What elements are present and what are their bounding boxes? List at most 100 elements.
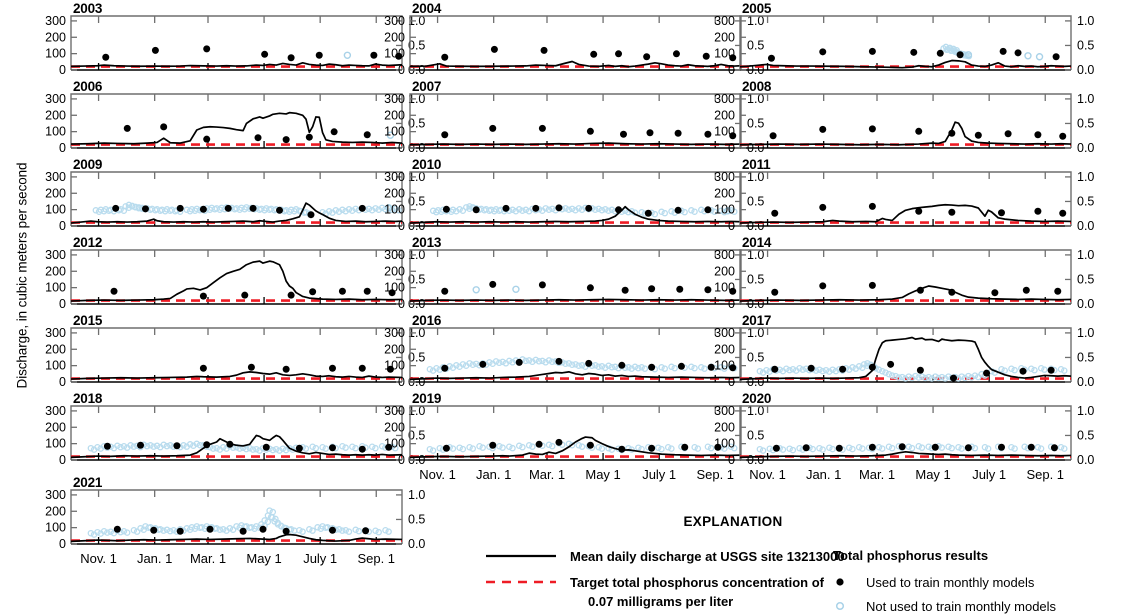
tp-not-used-point — [506, 443, 513, 450]
tp-used-point — [618, 361, 626, 369]
tp-not-used-point — [180, 442, 187, 449]
legend-tp-used-swatch — [836, 578, 844, 586]
tp-used-point — [910, 48, 918, 56]
tp-not-used-point — [1037, 445, 1045, 452]
ytick-right-label: 0.0 — [1077, 141, 1094, 155]
panel-content-2008 — [740, 121, 1071, 146]
tp-not-used-point — [193, 440, 201, 448]
tp-not-used-point — [562, 205, 569, 212]
tp-used-point — [771, 365, 779, 373]
tp-not-used-point — [727, 207, 735, 214]
tp-not-used-point — [1011, 445, 1018, 452]
tp-used-point — [388, 289, 396, 297]
legend-target-label-line1: Target total phosphorus concentration of — [570, 575, 825, 590]
tp-not-used-point — [704, 443, 712, 450]
panel-frame-2019 — [409, 405, 742, 460]
tp-used-point — [1034, 131, 1042, 139]
ytick-left-label: 200 — [384, 420, 405, 434]
panel-content-2010 — [410, 203, 741, 224]
tp-not-used-point — [476, 443, 483, 450]
tp-not-used-point — [453, 362, 460, 369]
ytick-left-label: 100 — [45, 125, 66, 139]
tp-not-used-point — [819, 367, 826, 375]
tp-used-point — [328, 364, 336, 372]
ytick-left-label: 300 — [384, 170, 405, 184]
ytick-left-label: 0 — [59, 375, 66, 389]
tp-used-point — [141, 205, 149, 213]
tp-not-used-point — [299, 528, 306, 535]
tp-not-used-point — [496, 443, 503, 450]
tp-not-used-point — [701, 365, 708, 372]
ytick-left-label: 100 — [45, 47, 66, 61]
x-axis-tick-label: May 1 — [585, 467, 620, 482]
tp-not-used-point — [1001, 367, 1008, 374]
panel-title-2017: 2017 — [742, 313, 771, 328]
panel-content-2017 — [740, 336, 1071, 382]
tp-not-used-point — [608, 363, 616, 371]
tp-used-point — [305, 133, 313, 141]
panel-frame-2004 — [409, 15, 742, 70]
y-axis-left-label: Discharge, in cubic meters per second — [14, 162, 30, 389]
ytick-left-label: 200 — [714, 30, 735, 44]
tp-used-point — [729, 287, 737, 295]
tp-not-used-point — [147, 442, 154, 449]
tp-not-used-point — [611, 363, 619, 371]
tp-not-used-point — [515, 442, 523, 450]
tp-used-point — [199, 292, 207, 300]
tp-not-used-point — [135, 204, 143, 211]
tp-used-point — [704, 286, 712, 294]
tp-used-point — [621, 286, 629, 294]
tp-not-used-point — [605, 362, 612, 370]
ytick-left-label: 200 — [714, 420, 735, 434]
ytick-left-label: 300 — [714, 92, 735, 106]
tp-not-used-point — [522, 357, 529, 365]
discharge-line — [410, 60, 741, 68]
ytick-right-label: 0.5 — [747, 194, 764, 208]
tp-used-point — [358, 204, 366, 212]
tp-used-point — [868, 202, 876, 210]
tp-used-point — [1047, 366, 1055, 374]
ytick-left-label: 0 — [59, 537, 66, 551]
tp-not-used-point — [707, 444, 715, 452]
ytick-left-label: 300 — [45, 248, 66, 262]
discharge-line — [71, 61, 402, 68]
ytick-left-label: 300 — [714, 248, 735, 262]
tp-not-used-point — [349, 443, 356, 450]
tp-not-used-point — [261, 517, 268, 524]
tp-not-used-point — [918, 444, 926, 451]
tp-used-point — [1004, 130, 1012, 138]
panel-frame-2012 — [70, 249, 403, 304]
tp-used-point — [729, 364, 737, 372]
ytick-right-label: 1.0 — [1077, 404, 1094, 418]
tp-not-used-point — [94, 528, 101, 536]
tp-used-point — [442, 205, 450, 213]
discharge-line — [410, 436, 741, 459]
tp-not-used-point — [568, 205, 576, 213]
tp-used-point — [586, 441, 594, 449]
tp-not-used-point — [269, 446, 277, 454]
tp-used-point — [677, 362, 685, 370]
tp-not-used-point — [150, 443, 157, 450]
tp-not-used-point — [120, 527, 128, 535]
ytick-left-label: 300 — [384, 326, 405, 340]
tp-used-point — [226, 440, 234, 448]
tp-not-used-point — [385, 528, 392, 535]
tp-not-used-point — [312, 444, 320, 452]
tp-not-used-point — [568, 441, 576, 449]
tp-not-used-point — [426, 445, 434, 453]
tp-used-point — [489, 124, 497, 132]
tp-not-used-point — [875, 366, 883, 373]
tp-used-point — [1059, 132, 1067, 140]
tp-used-point — [441, 287, 449, 295]
tp-used-point — [490, 45, 498, 53]
tp-not-used-point — [352, 444, 359, 452]
tp-not-used-point — [342, 527, 349, 534]
tp-not-used-point — [309, 443, 316, 450]
tp-used-point — [714, 443, 722, 451]
tp-used-point — [644, 209, 652, 217]
tp-used-point — [328, 444, 336, 452]
tp-not-used-point — [375, 528, 382, 536]
